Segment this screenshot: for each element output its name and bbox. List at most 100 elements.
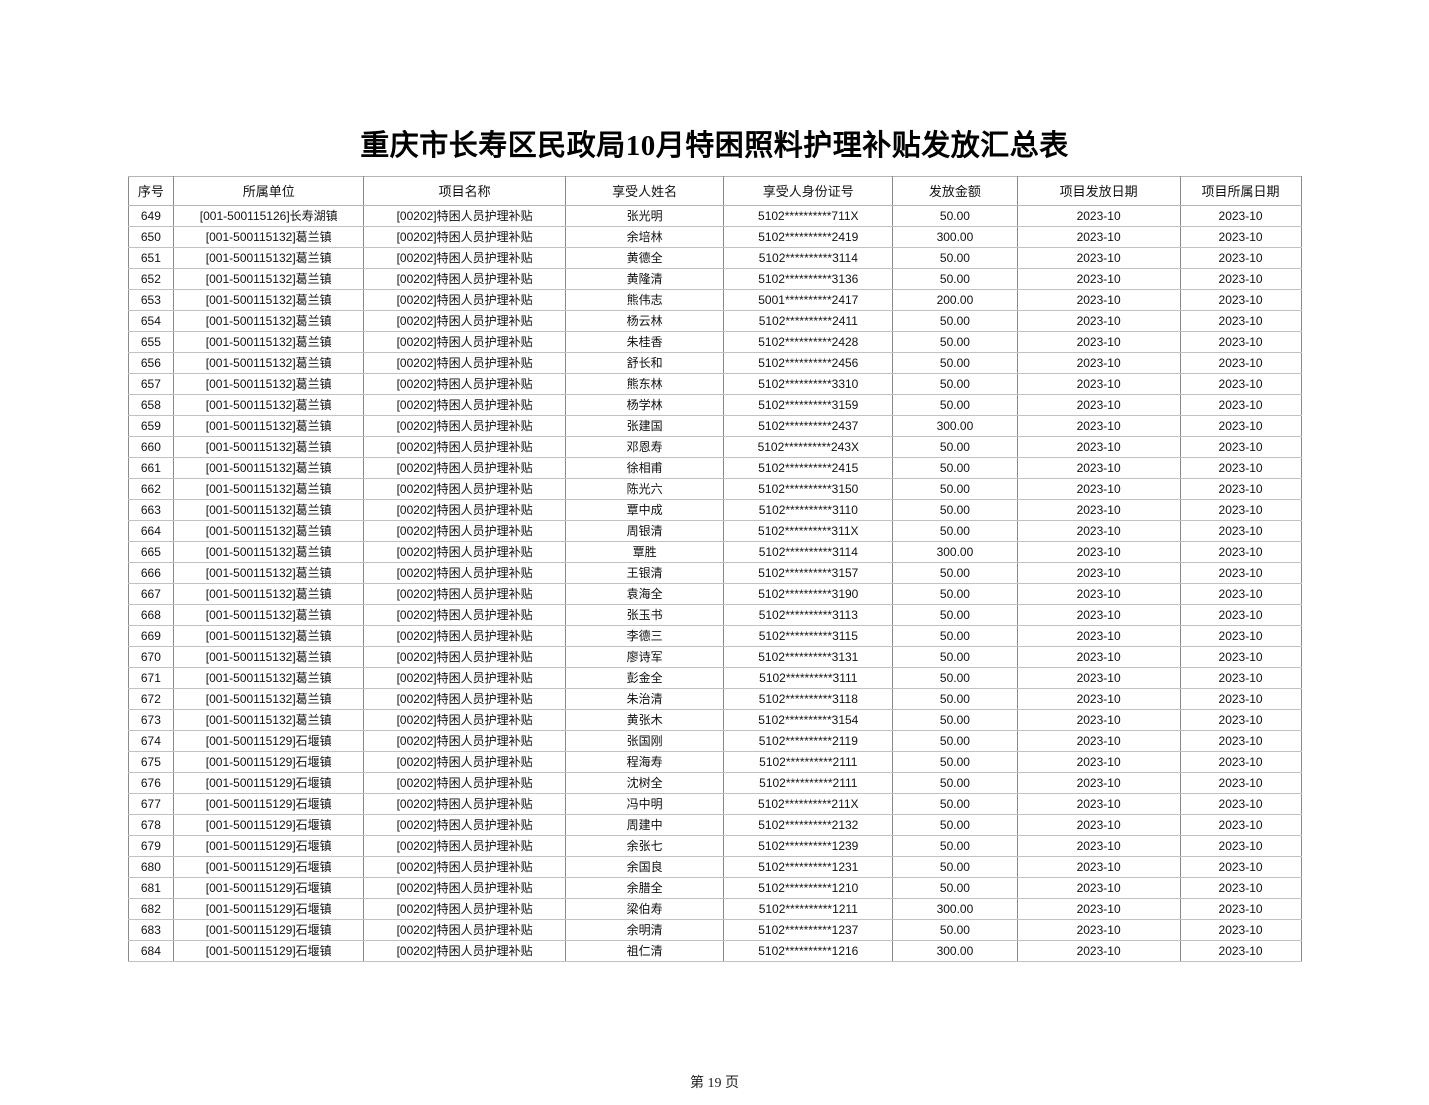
cell-issue_date: 2023-10 <box>1016 792 1181 815</box>
cell-unit: [001-500115132]葛兰镇 <box>173 225 365 248</box>
cell-name: 陈光六 <box>564 477 725 500</box>
cell-project: [00202]特困人员护理补贴 <box>363 729 566 752</box>
cell-amount: 50.00 <box>892 477 1018 500</box>
cell-id_number: 5102**********3115 <box>723 624 894 647</box>
cell-issue_date: 2023-10 <box>1016 918 1181 941</box>
cell-index: 675 <box>127 750 175 773</box>
cell-index: 684 <box>127 939 175 962</box>
cell-project: [00202]特困人员护理补贴 <box>363 330 566 353</box>
cell-period_date: 2023-10 <box>1179 267 1302 290</box>
cell-index: 653 <box>127 288 175 311</box>
cell-id_number: 5102**********3310 <box>723 372 894 395</box>
cell-period_date: 2023-10 <box>1179 687 1302 710</box>
cell-id_number: 5102**********2437 <box>723 414 894 437</box>
table-row: 655 [001-500115132]葛兰镇 [00202]特困人员护理补贴 朱桂香 5… <box>127 330 1302 353</box>
table-row: 665 [001-500115132]葛兰镇 [00202]特困人员护理补贴 覃胜 51… <box>127 540 1302 563</box>
column-header: 项目名称 <box>363 175 566 206</box>
cell-id_number: 5102**********3114 <box>723 540 894 563</box>
cell-unit: [001-500115132]葛兰镇 <box>173 351 365 374</box>
cell-unit: [001-500115132]葛兰镇 <box>173 477 365 500</box>
table-row: 668 [001-500115132]葛兰镇 [00202]特困人员护理补贴 张玉书 5… <box>127 603 1302 626</box>
cell-issue_date: 2023-10 <box>1016 624 1181 647</box>
cell-amount: 50.00 <box>892 666 1018 689</box>
cell-name: 沈树全 <box>564 771 725 794</box>
cell-id_number: 5102**********2456 <box>723 351 894 374</box>
cell-id_number: 5102**********3131 <box>723 645 894 668</box>
cell-issue_date: 2023-10 <box>1016 498 1181 521</box>
cell-id_number: 5102**********3157 <box>723 561 894 584</box>
cell-amount: 50.00 <box>892 393 1018 416</box>
cell-project: [00202]特困人员护理补贴 <box>363 372 566 395</box>
cell-issue_date: 2023-10 <box>1016 729 1181 752</box>
cell-amount: 50.00 <box>892 309 1018 332</box>
cell-name: 周银清 <box>564 519 725 542</box>
cell-unit: [001-500115132]葛兰镇 <box>173 288 365 311</box>
cell-project: [00202]特困人员护理补贴 <box>363 246 566 269</box>
table-body: 649 [001-500115126]长寿湖镇 [00202]特困人员护理补贴 张光明… <box>127 204 1302 962</box>
cell-amount: 200.00 <box>892 288 1018 311</box>
cell-name: 杨云林 <box>564 309 725 332</box>
cell-index: 676 <box>127 771 175 794</box>
cell-index: 665 <box>127 540 175 563</box>
cell-project: [00202]特困人员护理补贴 <box>363 288 566 311</box>
cell-period_date: 2023-10 <box>1179 813 1302 836</box>
cell-index: 652 <box>127 267 175 290</box>
cell-issue_date: 2023-10 <box>1016 603 1181 626</box>
cell-period_date: 2023-10 <box>1179 393 1302 416</box>
cell-unit: [001-500115132]葛兰镇 <box>173 561 365 584</box>
cell-id_number: 5102**********1237 <box>723 918 894 941</box>
cell-id_number: 5102**********311X <box>723 519 894 542</box>
cell-index: 651 <box>127 246 175 269</box>
cell-index: 680 <box>127 855 175 878</box>
cell-name: 祖仁清 <box>564 939 725 962</box>
cell-id_number: 5102**********1231 <box>723 855 894 878</box>
cell-issue_date: 2023-10 <box>1016 393 1181 416</box>
cell-period_date: 2023-10 <box>1179 834 1302 857</box>
column-header: 项目发放日期 <box>1016 175 1181 206</box>
cell-name: 黄德全 <box>564 246 725 269</box>
table-row: 664 [001-500115132]葛兰镇 [00202]特困人员护理补贴 周银清 5… <box>127 519 1302 542</box>
table-row: 669 [001-500115132]葛兰镇 [00202]特困人员护理补贴 李德三 5… <box>127 624 1302 647</box>
table-row: 649 [001-500115126]长寿湖镇 [00202]特困人员护理补贴 张光明… <box>127 204 1302 227</box>
cell-project: [00202]特困人员护理补贴 <box>363 498 566 521</box>
cell-period_date: 2023-10 <box>1179 540 1302 563</box>
cell-unit: [001-500115129]石堰镇 <box>173 834 365 857</box>
cell-period_date: 2023-10 <box>1179 309 1302 332</box>
cell-id_number: 5102**********3114 <box>723 246 894 269</box>
column-header: 发放金额 <box>892 175 1018 206</box>
table-row: 672 [001-500115132]葛兰镇 [00202]特困人员护理补贴 朱治清 5… <box>127 687 1302 710</box>
cell-period_date: 2023-10 <box>1179 351 1302 374</box>
cell-period_date: 2023-10 <box>1179 792 1302 815</box>
cell-unit: [001-500115132]葛兰镇 <box>173 687 365 710</box>
cell-amount: 50.00 <box>892 351 1018 374</box>
table-row: 681 [001-500115129]石堰镇 [00202]特困人员护理补贴 余腊全 5… <box>127 876 1302 899</box>
cell-index: 660 <box>127 435 175 458</box>
cell-unit: [001-500115132]葛兰镇 <box>173 330 365 353</box>
cell-name: 熊东林 <box>564 372 725 395</box>
cell-amount: 50.00 <box>892 498 1018 521</box>
cell-period_date: 2023-10 <box>1179 666 1302 689</box>
cell-name: 彭金全 <box>564 666 725 689</box>
cell-name: 熊伟志 <box>564 288 725 311</box>
cell-unit: [001-500115129]石堰镇 <box>173 855 365 878</box>
cell-project: [00202]特困人员护理补贴 <box>363 351 566 374</box>
cell-project: [00202]特困人员护理补贴 <box>363 414 566 437</box>
cell-name: 张国刚 <box>564 729 725 752</box>
cell-amount: 50.00 <box>892 708 1018 731</box>
cell-unit: [001-500115129]石堰镇 <box>173 876 365 899</box>
cell-issue_date: 2023-10 <box>1016 372 1181 395</box>
cell-period_date: 2023-10 <box>1179 645 1302 668</box>
table-row: 671 [001-500115132]葛兰镇 [00202]特困人员护理补贴 彭金全 5… <box>127 666 1302 689</box>
cell-unit: [001-500115126]长寿湖镇 <box>173 204 365 227</box>
cell-unit: [001-500115129]石堰镇 <box>173 897 365 920</box>
cell-issue_date: 2023-10 <box>1016 834 1181 857</box>
cell-id_number: 5102**********2111 <box>723 750 894 773</box>
cell-amount: 50.00 <box>892 834 1018 857</box>
cell-index: 673 <box>127 708 175 731</box>
cell-unit: [001-500115132]葛兰镇 <box>173 435 365 458</box>
cell-index: 683 <box>127 918 175 941</box>
cell-project: [00202]特困人员护理补贴 <box>363 582 566 605</box>
cell-name: 张玉书 <box>564 603 725 626</box>
table-row: 667 [001-500115132]葛兰镇 [00202]特困人员护理补贴 袁海全 5… <box>127 582 1302 605</box>
column-header: 享受人身份证号 <box>723 175 894 206</box>
